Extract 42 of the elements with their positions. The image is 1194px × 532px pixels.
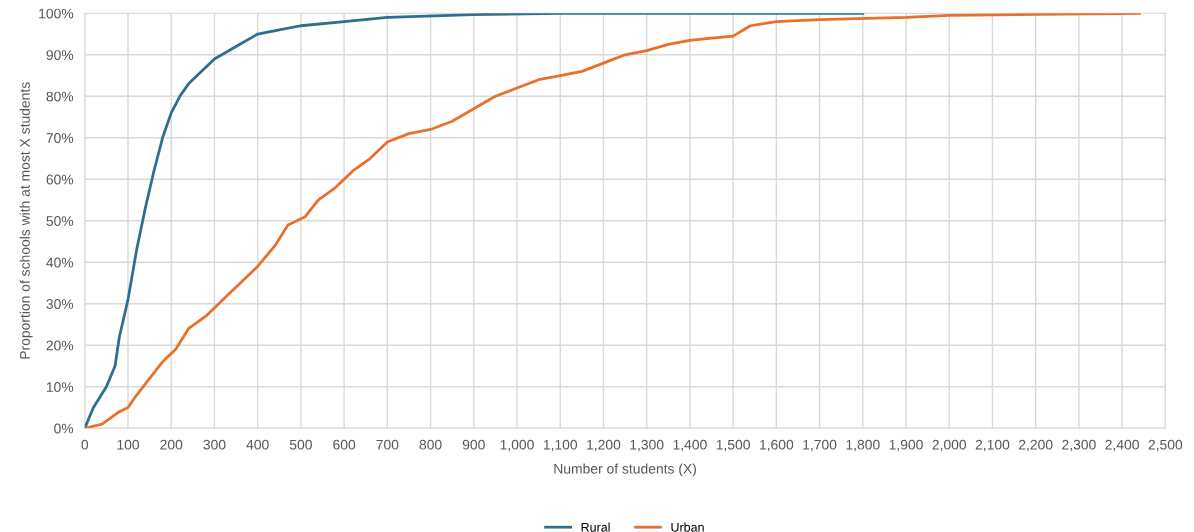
x-tick-label: 600 [333,439,356,450]
x-tick-label: 300 [203,439,226,450]
y-tick-label: 10% [46,382,74,392]
legend-label: Urban [671,522,704,532]
x-tick-label: 1,600 [760,439,794,452]
x-tick-label: 2,500 [1148,439,1183,452]
y-axis-title: Proportion of schools with at most X students [19,82,33,359]
x-tick-label: 900 [462,439,485,450]
x-axis-title: Number of students (X) [554,463,696,477]
x-tick-label: 2,000 [932,439,967,452]
x-tick-label: 2,300 [1062,439,1096,452]
x-tick-label: 1,900 [889,439,923,452]
x-tick-label: 2,100 [975,439,1010,452]
x-tick-label: 500 [289,439,312,450]
x-tick-label: 1,200 [587,439,621,452]
y-tick-label: 40% [46,257,74,268]
x-tick-label: 800 [419,439,442,450]
x-tick-label: 1,800 [846,439,880,452]
y-tick-label: 30% [46,299,74,309]
x-tick-label: 200 [160,439,183,450]
y-tick-label: 0% [54,423,74,434]
x-tick-label: 0 [81,439,89,450]
legend-label: Rural [581,522,610,532]
y-tick-label: 70% [46,133,74,143]
x-tick-label: 1,400 [673,439,707,452]
y-tick-label: 90% [46,50,74,60]
x-tick-label: 1,100 [543,439,578,452]
x-tick-label: 2,400 [1105,439,1139,452]
y-tick-label: 80% [46,91,74,102]
x-tick-label: 1,000 [500,439,534,452]
y-tick-label: 100% [39,8,74,19]
y-tick-label: 60% [46,174,74,185]
x-tick-label: 1,700 [803,439,837,452]
x-tick-label: 2,200 [1019,439,1053,452]
y-tick-label: 50% [46,216,74,226]
x-tick-label: 700 [376,439,399,450]
x-tick-label: 1,500 [716,439,750,452]
x-tick-label: 400 [246,439,269,450]
x-tick-label: 1,300 [630,439,664,452]
x-tick-label: 100 [117,439,140,450]
y-tick-label: 20% [46,340,74,351]
line-series [84,13,1141,429]
